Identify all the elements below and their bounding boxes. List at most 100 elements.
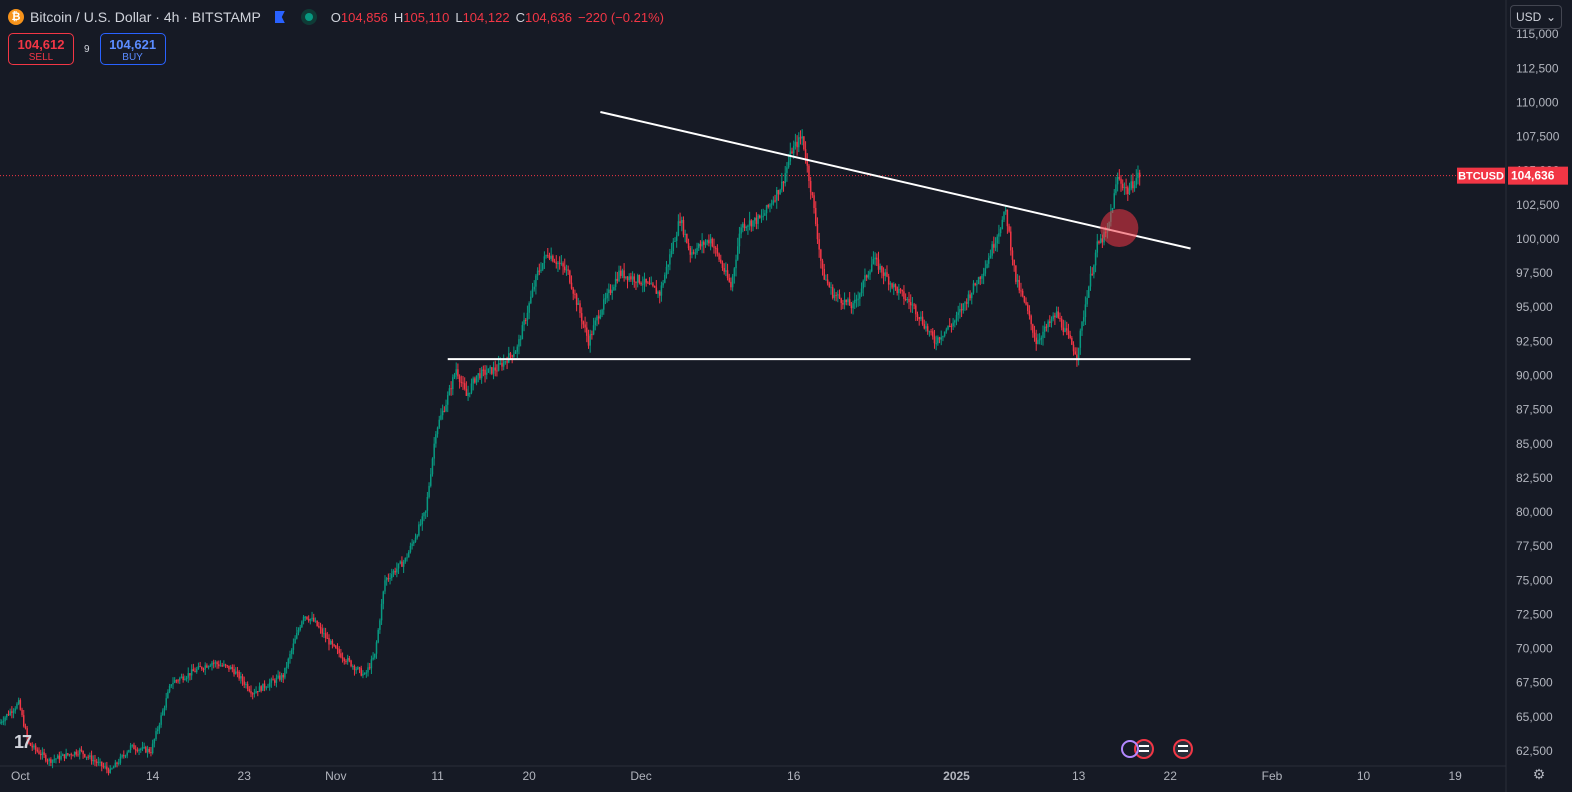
- candle-body: [1098, 241, 1100, 244]
- candle-body: [138, 749, 140, 752]
- candle-body: [50, 759, 52, 763]
- candle-body: [808, 165, 810, 182]
- candle-body: [457, 369, 459, 377]
- candle-body: [747, 225, 749, 227]
- candle-body: [1064, 328, 1066, 332]
- sell-button[interactable]: 104,612 SELL: [8, 33, 74, 65]
- candle-body: [838, 294, 841, 299]
- candle-body: [1059, 318, 1061, 320]
- candle-body: [993, 244, 995, 248]
- candle-body: [162, 710, 164, 716]
- symbol-title[interactable]: Bitcoin / U.S. Dollar · 4h · BITSTAMP: [30, 9, 261, 25]
- candle-body: [141, 746, 144, 749]
- candle-body: [446, 395, 449, 405]
- candle-body: [682, 220, 685, 235]
- candle-body: [621, 270, 624, 276]
- candle-body: [453, 374, 456, 378]
- candle-body: [759, 215, 761, 218]
- candle-body: [1121, 183, 1124, 188]
- market-status[interactable]: [300, 9, 317, 25]
- x-tick-label: 11: [431, 769, 444, 783]
- currency-select[interactable]: USD ⌄: [1510, 5, 1562, 29]
- x-tick-label: Dec: [630, 769, 651, 783]
- candle-body: [343, 658, 346, 661]
- candle-body: [163, 707, 166, 711]
- gear-icon[interactable]: ⚙: [1532, 766, 1546, 782]
- candle-body: [513, 353, 515, 357]
- candle-body: [555, 262, 558, 265]
- candle-body: [75, 751, 78, 755]
- candle-body: [709, 238, 712, 244]
- event-icon: [1121, 740, 1139, 758]
- candle-body: [31, 745, 33, 748]
- candle-body: [355, 669, 357, 671]
- candle-body: [533, 286, 535, 290]
- candle-body: [443, 410, 446, 412]
- candle-body: [116, 762, 118, 764]
- candle-body: [384, 580, 386, 592]
- candle-body: [567, 269, 569, 271]
- candle-body: [653, 285, 656, 288]
- buy-button[interactable]: 104,621 BUY: [99, 33, 166, 65]
- y-tick-label: 102,500: [1516, 198, 1560, 212]
- candle-body: [201, 667, 203, 670]
- candle-body: [572, 288, 574, 294]
- candle-body: [189, 673, 191, 676]
- candle-body: [933, 336, 936, 344]
- candle-body: [893, 284, 895, 288]
- candle-body: [982, 273, 985, 276]
- candle-body: [582, 321, 585, 325]
- candle-body: [401, 561, 403, 567]
- candle-body: [140, 748, 142, 750]
- y-tick-label: 67,500: [1516, 676, 1553, 690]
- candle-body: [652, 283, 654, 286]
- candle-body: [146, 748, 149, 753]
- candle-body: [736, 246, 739, 260]
- candle-body: [928, 331, 931, 333]
- tradingview-logo-icon[interactable]: 17: [14, 732, 32, 752]
- candle-body: [689, 248, 691, 255]
- candle-body: [506, 361, 508, 363]
- candle-body: [229, 667, 232, 670]
- candle-body: [619, 270, 622, 276]
- candle-body: [43, 752, 45, 755]
- candle-body: [1025, 301, 1027, 305]
- candle-body: [898, 289, 900, 294]
- candle-body: [611, 290, 613, 294]
- candle-body: [930, 331, 932, 333]
- candle-body: [106, 766, 108, 770]
- candle-body: [811, 192, 814, 196]
- candle-body: [726, 270, 729, 278]
- candle-body: [402, 561, 405, 567]
- candle-body: [424, 510, 427, 513]
- candle-body: [658, 291, 661, 296]
- candle-body: [214, 662, 217, 664]
- candle-body: [301, 621, 303, 628]
- candle-body: [199, 666, 201, 668]
- candle-body: [414, 537, 417, 542]
- candle-body: [279, 675, 281, 680]
- candle-body: [435, 434, 437, 444]
- candle-body: [1043, 326, 1046, 332]
- candle-body: [392, 570, 395, 575]
- candle-body: [713, 246, 715, 248]
- candle-body: [1072, 344, 1075, 352]
- candle-body: [340, 653, 342, 658]
- candle-body: [431, 458, 434, 475]
- candle-body: [338, 649, 340, 654]
- y-tick-label: 65,000: [1516, 710, 1553, 724]
- flag-icon[interactable]: [274, 11, 285, 23]
- candle-body: [90, 755, 93, 762]
- candle-body: [121, 755, 123, 757]
- candle-body: [224, 664, 227, 666]
- candle-body: [764, 213, 766, 216]
- candle-body: [548, 255, 551, 259]
- x-tick-label: 20: [522, 769, 536, 783]
- candle-body: [923, 324, 926, 329]
- candle-body: [231, 667, 234, 670]
- candle-body: [528, 303, 530, 313]
- flag-stripe: [1139, 745, 1149, 747]
- candle-body: [194, 671, 196, 673]
- us-flag-event-icon: [1173, 739, 1193, 759]
